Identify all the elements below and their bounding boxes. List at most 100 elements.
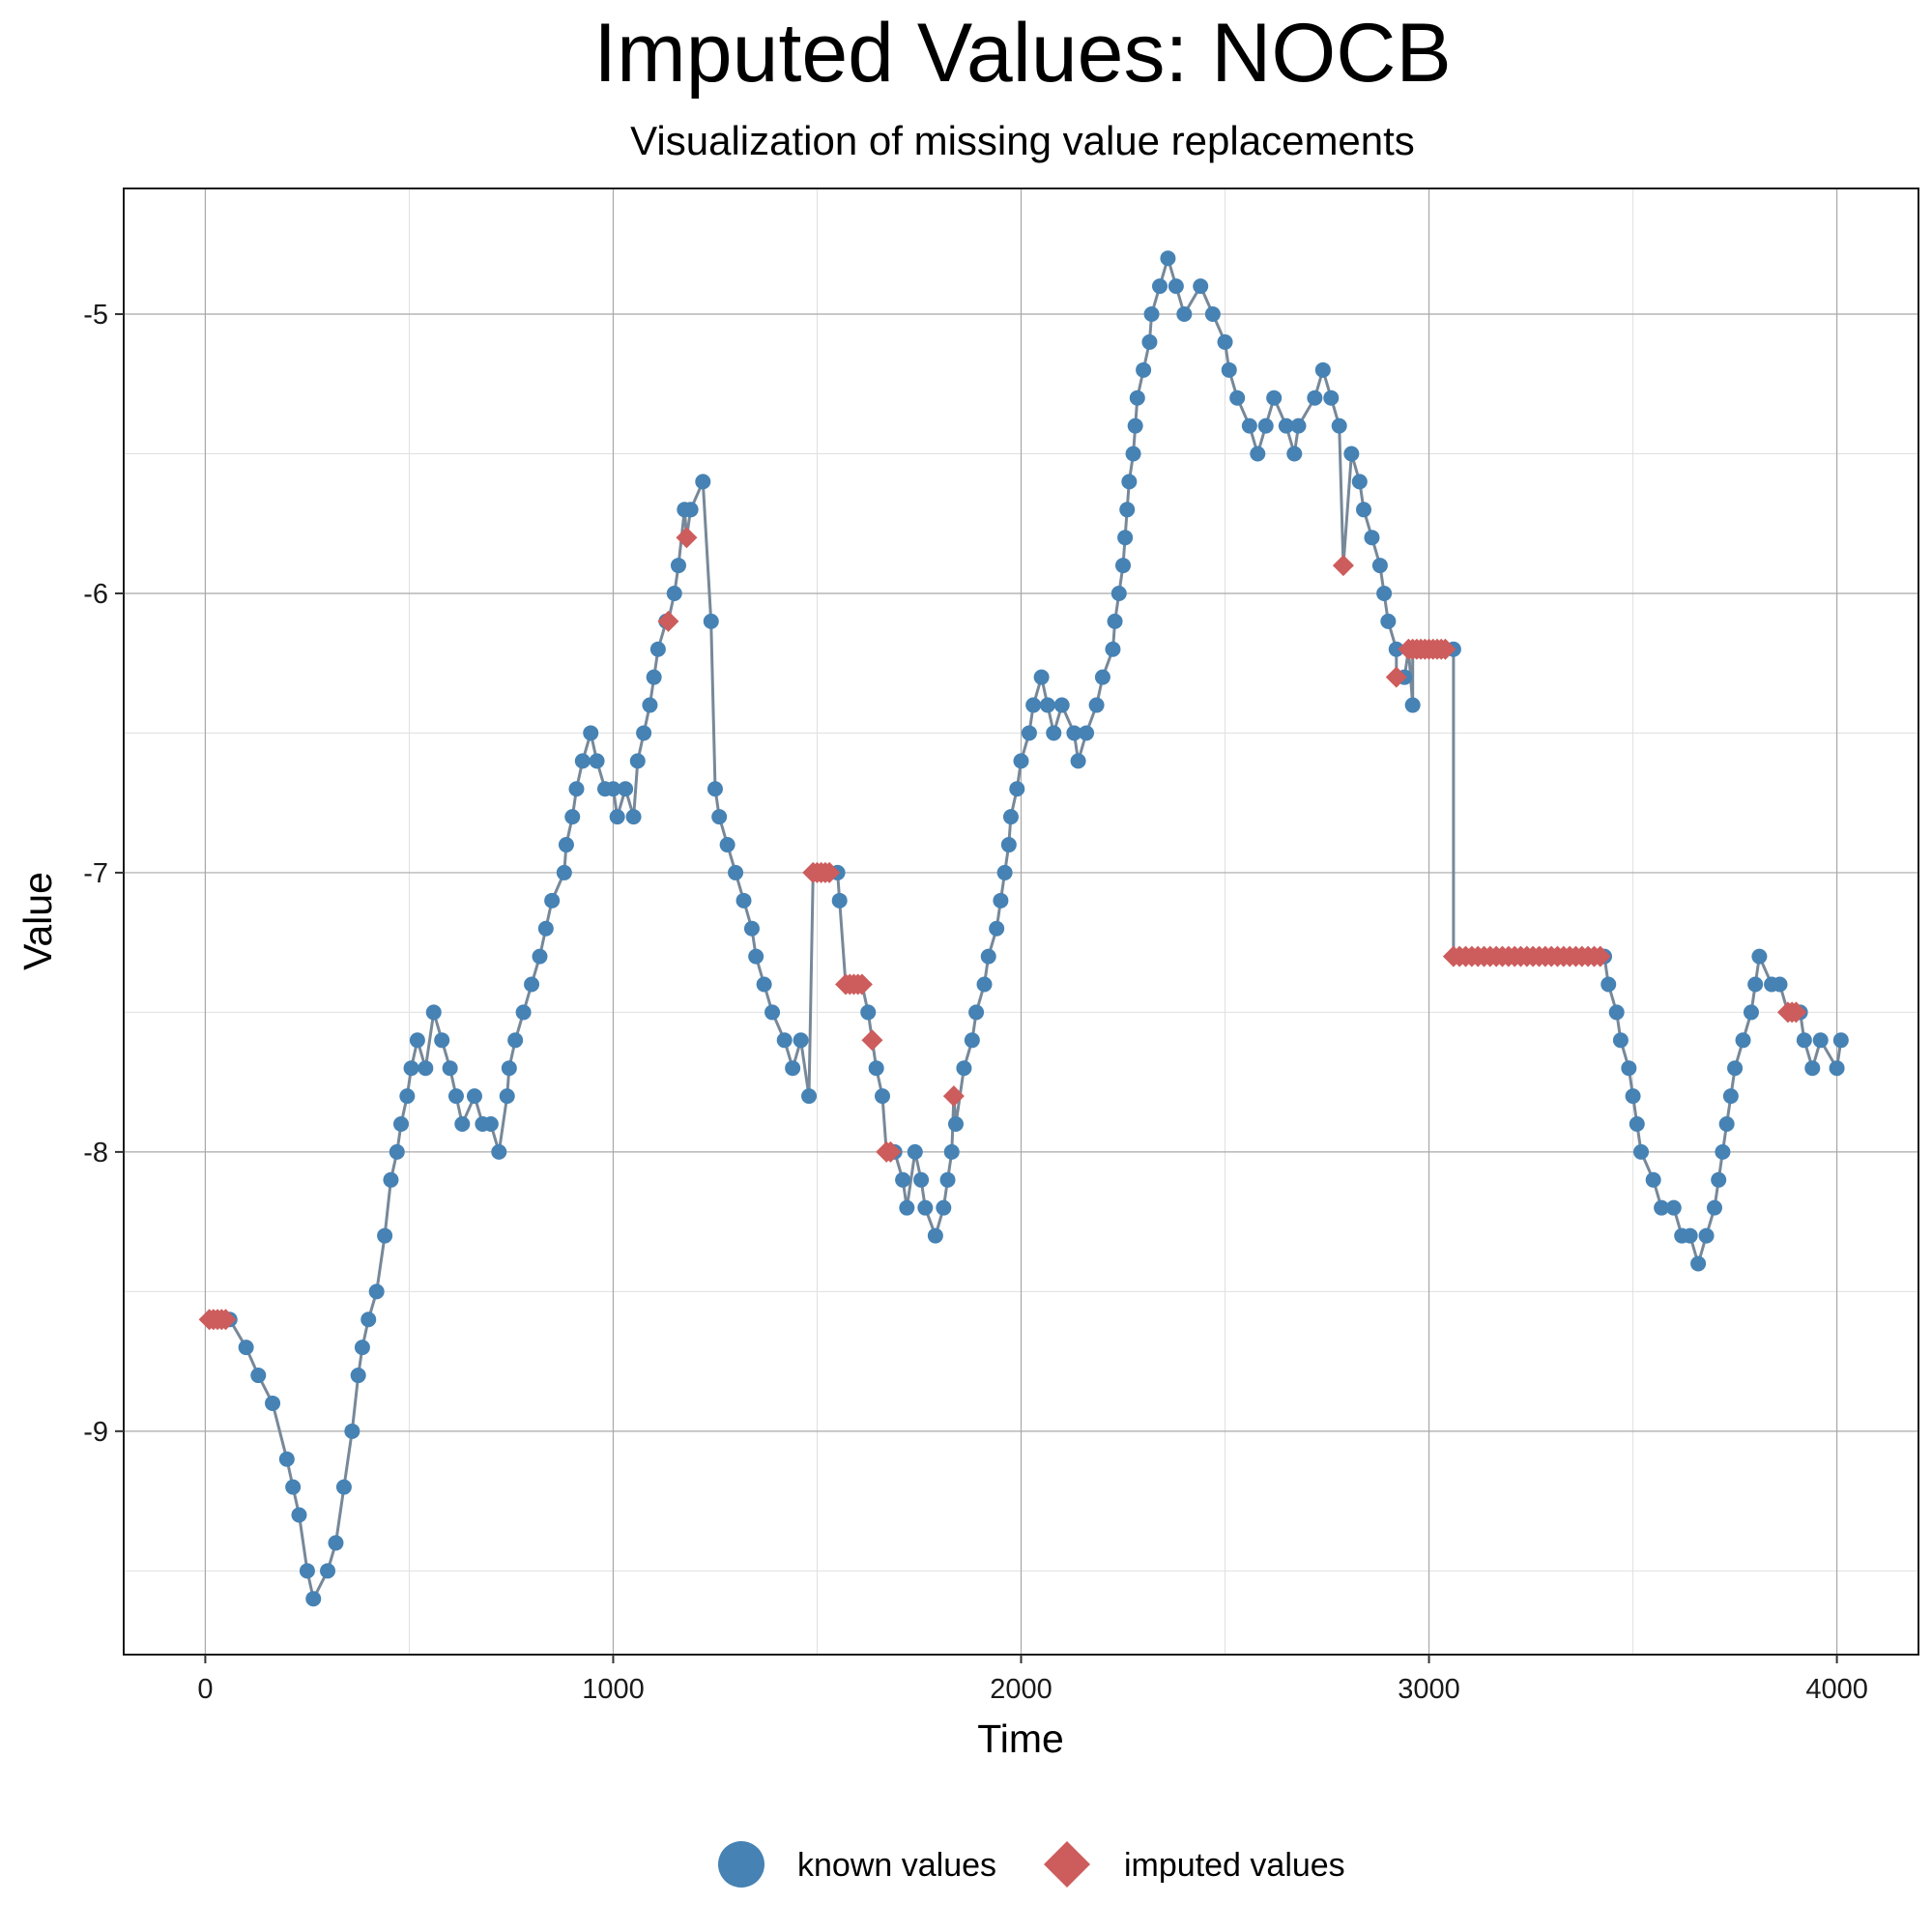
known-point — [1105, 641, 1121, 657]
known-point — [1600, 976, 1617, 993]
known-point — [1286, 446, 1303, 462]
imputed-point — [676, 527, 698, 549]
known-point — [425, 1004, 442, 1021]
known-point — [1221, 361, 1237, 378]
known-point — [1278, 418, 1294, 434]
known-point — [1608, 1004, 1625, 1021]
imputed-point — [851, 973, 873, 995]
imputed-point — [1589, 945, 1611, 967]
known-point — [1021, 725, 1037, 741]
known-point — [1621, 1060, 1637, 1077]
known-point — [976, 976, 993, 993]
known-point — [1125, 446, 1141, 462]
imputed-point — [861, 1029, 883, 1052]
known-point — [1645, 1171, 1661, 1188]
known-point — [1266, 389, 1283, 406]
known-point — [1706, 1199, 1722, 1216]
known-point — [1727, 1060, 1744, 1077]
known-point — [558, 837, 574, 853]
known-point — [1323, 389, 1340, 406]
known-point — [278, 1451, 295, 1467]
x-tick-label: 0 — [197, 1674, 213, 1705]
known-point — [756, 976, 772, 993]
known-point — [1772, 976, 1788, 993]
known-point — [354, 1340, 370, 1356]
known-point — [344, 1423, 360, 1439]
known-point — [1351, 474, 1368, 490]
known-point — [389, 1143, 405, 1160]
known-point — [1743, 1004, 1759, 1021]
known-point — [447, 1088, 464, 1105]
known-point — [360, 1312, 377, 1328]
known-point — [1654, 1199, 1670, 1216]
known-point — [1331, 418, 1347, 434]
known-point — [1307, 389, 1323, 406]
known-point — [1066, 725, 1082, 741]
imputed-point — [819, 861, 841, 883]
known-point — [666, 585, 682, 601]
y-tick-label: -9 — [83, 1417, 108, 1448]
known-point — [1168, 278, 1184, 295]
known-point — [305, 1591, 322, 1607]
known-point — [625, 809, 642, 825]
known-point — [537, 920, 554, 937]
known-point — [1217, 333, 1233, 350]
known-point — [1127, 418, 1143, 434]
known-point — [1136, 361, 1152, 378]
known-point — [1039, 697, 1055, 713]
known-point — [703, 613, 719, 629]
known-point — [1229, 389, 1246, 406]
known-point — [1829, 1060, 1845, 1077]
known-point — [1380, 613, 1397, 629]
known-point — [1625, 1088, 1641, 1105]
known-point — [743, 920, 760, 937]
known-point — [1665, 1199, 1682, 1216]
known-point — [1751, 948, 1768, 965]
known-point — [1722, 1088, 1739, 1105]
known-point — [748, 948, 764, 965]
chart-subtitle: Visualization of missing value replaceme… — [630, 118, 1415, 163]
known-point — [335, 1479, 352, 1495]
known-point — [454, 1115, 471, 1132]
imputed-point — [942, 1085, 965, 1108]
y-tick-label: -8 — [83, 1138, 108, 1168]
known-point — [377, 1227, 393, 1244]
known-point — [1119, 502, 1136, 518]
known-point — [1364, 530, 1380, 546]
known-point — [1314, 361, 1331, 378]
known-point — [1356, 502, 1372, 518]
known-point — [556, 864, 572, 880]
known-point — [868, 1060, 884, 1077]
known-point — [956, 1060, 972, 1077]
known-point — [618, 781, 634, 797]
known-point — [1046, 725, 1062, 741]
known-point — [993, 892, 1009, 908]
known-point — [285, 1479, 302, 1495]
known-point — [735, 892, 752, 908]
known-point — [899, 1199, 915, 1216]
known-point — [927, 1227, 943, 1244]
known-point — [793, 1032, 809, 1049]
known-point — [1117, 530, 1134, 546]
known-point — [1193, 278, 1209, 295]
known-point — [1804, 1060, 1821, 1077]
known-point — [574, 753, 591, 769]
known-point — [1000, 837, 1017, 853]
known-point — [1141, 333, 1158, 350]
known-point — [968, 1004, 985, 1021]
known-point — [507, 1032, 524, 1049]
known-point — [728, 864, 744, 880]
known-point — [383, 1171, 399, 1188]
legend-imputed-marker — [1044, 1841, 1090, 1888]
x-axis-title: Time — [977, 1716, 1064, 1761]
known-point — [350, 1368, 366, 1384]
known-point — [1612, 1032, 1629, 1049]
imputed-point — [879, 1140, 902, 1163]
known-point — [980, 948, 996, 965]
known-point — [646, 669, 662, 685]
known-point — [238, 1340, 254, 1356]
known-point — [501, 1060, 517, 1077]
legend-known-label: known values — [797, 1847, 996, 1884]
known-point — [482, 1115, 499, 1132]
